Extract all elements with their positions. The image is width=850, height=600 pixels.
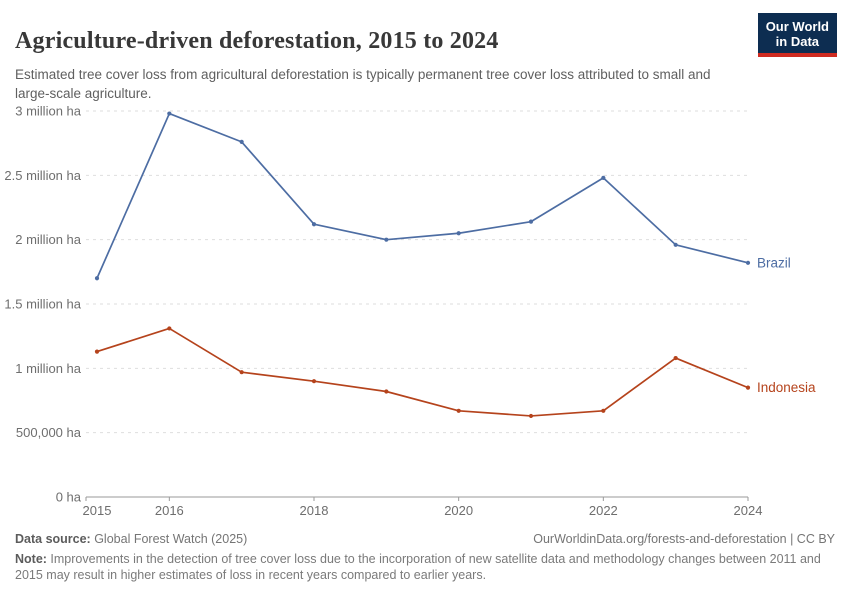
y-axis-label: 2 million ha xyxy=(15,232,82,247)
data-point-indonesia-2019[interactable] xyxy=(384,389,389,394)
data-point-brazil-2018[interactable] xyxy=(311,222,317,227)
y-axis-label: 3 million ha xyxy=(15,104,82,119)
owid-logo-line1: Our World xyxy=(765,19,829,34)
x-axis-label: 2016 xyxy=(155,503,184,518)
footnote-text: Improvements in the detection of tree co… xyxy=(15,552,821,582)
data-point-indonesia-2018[interactable] xyxy=(311,379,317,384)
owid-logo-line2: in Data xyxy=(775,34,820,49)
data-point-brazil-2017[interactable] xyxy=(239,139,244,144)
x-axis-label: 2022 xyxy=(589,503,618,518)
x-axis-label: 2015 xyxy=(83,503,112,518)
series-label-brazil[interactable]: Brazil xyxy=(757,255,791,270)
data-point-brazil-2024[interactable] xyxy=(745,260,751,265)
footer-row: Data source: Global Forest Watch (2025) … xyxy=(15,532,835,546)
y-axis-label: 500,000 ha xyxy=(16,425,82,440)
owid-logo[interactable]: Our World in Data xyxy=(757,13,837,57)
data-point-brazil-2023[interactable] xyxy=(673,242,678,247)
y-axis-label: 0 ha xyxy=(56,490,82,505)
data-source: Data source: Global Forest Watch (2025) xyxy=(15,532,247,546)
x-axis-label: 2024 xyxy=(734,503,763,518)
data-source-value: Global Forest Watch (2025) xyxy=(90,532,248,546)
data-point-indonesia-2016[interactable] xyxy=(167,326,172,331)
data-source-label: Data source: xyxy=(15,532,91,546)
attribution: OurWorldinData.org/forests-and-deforesta… xyxy=(533,532,835,546)
footnote-label: Note: xyxy=(15,552,47,566)
y-axis-label: 2.5 million ha xyxy=(4,168,81,183)
series-line-brazil[interactable] xyxy=(96,112,749,280)
data-point-indonesia-2023[interactable] xyxy=(673,355,678,361)
series-label-indonesia[interactable]: Indonesia xyxy=(757,380,816,395)
chart-title: Agriculture-driven deforestation, 2015 t… xyxy=(15,28,499,55)
data-point-indonesia-2021[interactable] xyxy=(528,413,534,419)
data-point-brazil-2020[interactable] xyxy=(456,231,461,236)
y-axis-label: 1.5 million ha xyxy=(4,297,81,312)
data-point-indonesia-2015[interactable] xyxy=(94,349,100,354)
x-axis-label: 2020 xyxy=(444,503,473,518)
data-point-brazil-2016[interactable] xyxy=(167,111,172,116)
data-point-indonesia-2024[interactable] xyxy=(745,385,751,390)
data-point-brazil-2015[interactable] xyxy=(94,276,100,281)
x-axis-label: 2018 xyxy=(300,503,329,518)
footnote: Note: Improvements in the detection of t… xyxy=(15,551,833,583)
data-point-brazil-2019[interactable] xyxy=(384,237,389,242)
series-line-indonesia[interactable] xyxy=(96,327,749,417)
data-point-brazil-2021[interactable] xyxy=(528,219,534,224)
chart-subtitle: Estimated tree cover loss from agricultu… xyxy=(15,66,711,102)
y-axis-label: 1 million ha xyxy=(15,361,82,376)
data-point-indonesia-2017[interactable] xyxy=(239,370,244,375)
data-point-brazil-2022[interactable] xyxy=(601,175,606,181)
data-point-indonesia-2022[interactable] xyxy=(601,408,606,413)
data-point-indonesia-2020[interactable] xyxy=(456,408,461,413)
